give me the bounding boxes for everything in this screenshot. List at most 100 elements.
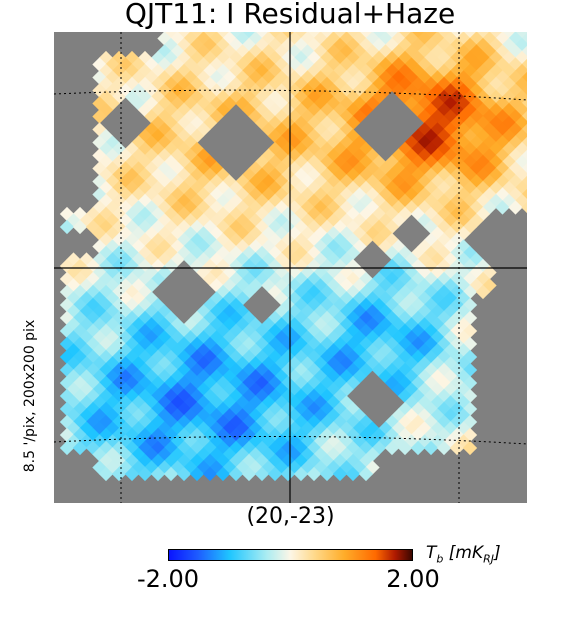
map-tile [319,245,335,261]
map-tile [72,297,88,313]
map-tile [488,37,504,53]
map-tile [202,37,218,53]
map-tile [332,37,348,53]
map-tile [92,447,107,462]
map-tile [339,57,354,72]
map-tile [371,440,387,456]
map-tile [267,349,283,365]
map-tile [371,180,387,196]
map-tile [397,193,413,209]
map-tile [241,336,257,352]
map-tile [365,70,380,85]
map-tile [456,122,471,137]
map-tile [280,427,296,443]
map-tile [475,154,491,170]
map-tile [378,278,393,293]
map-tile [254,336,270,352]
map-tile [274,317,289,332]
map-tile [462,115,478,131]
map-tile [397,297,413,313]
map-tile [378,369,393,384]
map-tile [475,32,491,40]
map-tile [339,239,354,254]
map-tile [241,362,257,378]
map-tile [326,317,341,332]
map-tile [300,356,315,371]
map-tile [410,206,426,222]
map-tile [352,135,367,150]
map-tile [326,174,341,189]
map-tile [209,291,224,306]
map-tile [488,76,504,92]
map-tile [92,291,107,306]
map-tile [391,356,406,371]
map-tile [170,447,185,462]
map-tile [313,161,328,176]
map-tile [131,317,146,332]
map-tile [365,421,380,436]
map-tile [339,187,354,202]
map-tile [306,63,322,79]
map-tile [430,83,445,98]
map-tile [417,122,432,137]
map-tile [274,343,289,358]
map-tile [456,408,471,423]
map-tile [443,291,458,306]
map-tile [345,219,361,235]
map-tile [417,343,432,358]
map-tile [267,336,283,352]
map-tile [261,330,276,345]
map-tile [261,395,276,410]
map-tile [163,336,179,352]
map-tile [66,408,81,423]
map-tile [313,356,328,371]
map-tile [462,63,478,79]
map-tile [365,32,380,46]
map-tile [430,252,445,267]
map-tile [358,141,374,157]
map-tile [183,434,198,449]
map-tile [280,297,296,313]
map-tile [209,32,224,46]
map-tile [384,180,400,196]
map-tile [287,291,302,306]
map-tile [423,193,439,209]
map-tile [241,453,257,469]
map-tile [326,32,341,46]
map-tile [287,304,302,319]
map-tile [443,122,458,137]
center-coordinate: (20,-23) [246,504,335,529]
map-tile [339,70,354,85]
map-tile [326,408,341,423]
map-tile [287,343,302,358]
map-tile [170,32,185,46]
map-tile [410,362,426,378]
map-tile [254,453,270,469]
map-tile [358,180,374,196]
map-tile [345,297,361,313]
map-tile [280,453,296,469]
map-tile [456,57,471,72]
map-tile [280,414,296,430]
map-tile [163,440,179,456]
map-tile [352,304,367,319]
map-tile [417,278,432,293]
map-tile [261,356,276,371]
map-tile [319,401,335,417]
map-tile [85,440,101,456]
map-tile [352,187,367,202]
map-tile [449,141,465,157]
map-tile [332,375,348,391]
map-tile [332,102,348,118]
map-tile [98,414,114,430]
map-tile [345,271,361,287]
map-tile [384,63,400,79]
map-tile [404,135,419,150]
map-tile [137,466,153,482]
map-tile [332,89,348,105]
map-tile [293,297,309,313]
map-tile [521,136,527,149]
map-tile [482,70,497,85]
map-tile [267,427,283,443]
map-tile [443,70,458,85]
